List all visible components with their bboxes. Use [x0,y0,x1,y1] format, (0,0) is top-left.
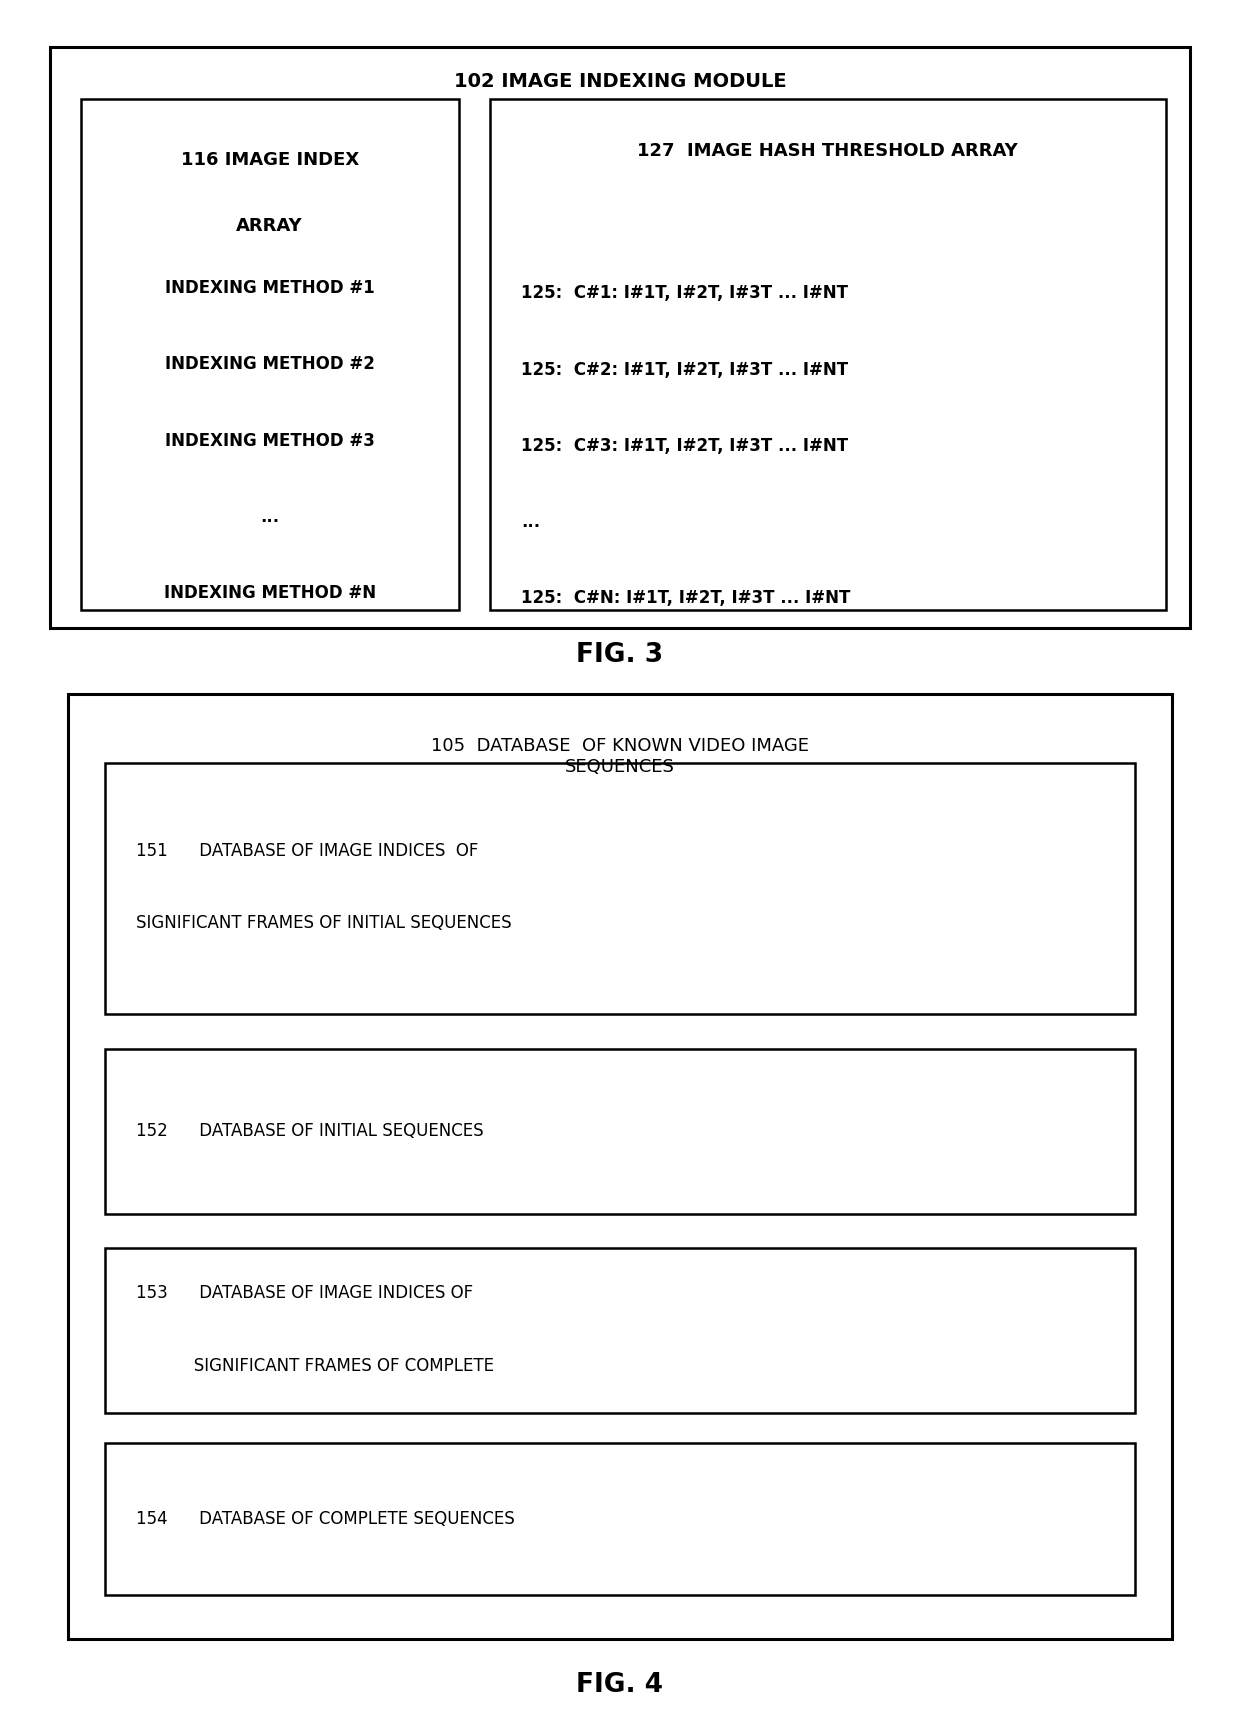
Bar [105,763,1135,1014]
Text: INDEXING METHOD #1: INDEXING METHOD #1 [165,279,374,297]
Text: INDEXING METHOD #3: INDEXING METHOD #3 [165,432,374,449]
Text: FIG. 4: FIG. 4 [577,1673,663,1698]
Text: ...: ... [260,508,279,525]
Text: ARRAY: ARRAY [237,217,303,234]
Text: 127  IMAGE HASH THRESHOLD ARRAY: 127 IMAGE HASH THRESHOLD ARRAY [637,142,1018,160]
Text: INDEXING METHOD #2: INDEXING METHOD #2 [165,355,374,373]
Text: FIG. 3: FIG. 3 [577,643,663,668]
Text: INDEXING METHOD #N: INDEXING METHOD #N [164,584,376,602]
Bar [105,1248,1135,1413]
Bar [105,1049,1135,1214]
Text: 125:  C#N: I#1T, I#2T, I#3T ... I#NT: 125: C#N: I#1T, I#2T, I#3T ... I#NT [521,590,851,607]
Bar [68,694,1172,1639]
Text: SIGNIFICANT FRAMES OF COMPLETE: SIGNIFICANT FRAMES OF COMPLETE [136,1356,495,1375]
Text: 153      DATABASE OF IMAGE INDICES OF: 153 DATABASE OF IMAGE INDICES OF [136,1283,474,1302]
Bar [105,1443,1135,1595]
Text: 151      DATABASE OF IMAGE INDICES  OF: 151 DATABASE OF IMAGE INDICES OF [136,841,479,860]
Text: ...: ... [521,513,539,531]
Bar [490,99,1166,610]
Text: 105  DATABASE  OF KNOWN VIDEO IMAGE
SEQUENCES: 105 DATABASE OF KNOWN VIDEO IMAGE SEQUEN… [432,737,808,775]
Text: SIGNIFICANT FRAMES OF INITIAL SEQUENCES: SIGNIFICANT FRAMES OF INITIAL SEQUENCES [136,914,512,933]
Bar [81,99,459,610]
Bar [50,47,1190,628]
Text: 125:  C#3: I#1T, I#2T, I#3T ... I#NT: 125: C#3: I#1T, I#2T, I#3T ... I#NT [521,437,848,454]
Text: 116 IMAGE INDEX: 116 IMAGE INDEX [181,151,358,168]
Text: 152      DATABASE OF INITIAL SEQUENCES: 152 DATABASE OF INITIAL SEQUENCES [136,1122,484,1141]
Text: 125:  C#1: I#1T, I#2T, I#3T ... I#NT: 125: C#1: I#1T, I#2T, I#3T ... I#NT [521,284,848,302]
Text: 102 IMAGE INDEXING MODULE: 102 IMAGE INDEXING MODULE [454,73,786,92]
Text: 125:  C#2: I#1T, I#2T, I#3T ... I#NT: 125: C#2: I#1T, I#2T, I#3T ... I#NT [521,361,848,378]
Text: 154      DATABASE OF COMPLETE SEQUENCES: 154 DATABASE OF COMPLETE SEQUENCES [136,1510,515,1528]
